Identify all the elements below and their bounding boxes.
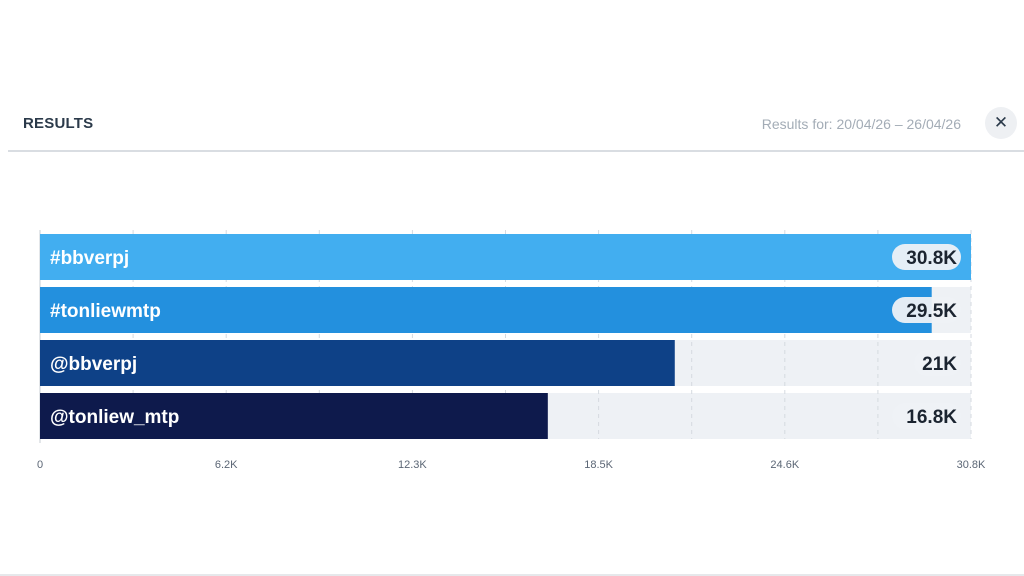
x-tick-label: 18.5K xyxy=(584,459,613,471)
bar xyxy=(40,340,675,386)
close-button[interactable]: ✕ xyxy=(985,107,1017,139)
bottom-divider xyxy=(0,574,1024,576)
bar-value-label: 21K xyxy=(922,354,957,375)
close-icon: ✕ xyxy=(993,113,1009,132)
x-tick-label: 30.8K xyxy=(957,459,986,471)
bar xyxy=(40,287,932,333)
x-tick-label: 0 xyxy=(37,459,43,471)
x-tick-label: 6.2K xyxy=(215,459,238,471)
bar-value-label: 29.5K xyxy=(906,301,957,322)
x-tick-label: 24.6K xyxy=(770,459,799,471)
bar-category-label: @bbverpj xyxy=(50,354,137,375)
results-title: RESULTS xyxy=(23,115,94,132)
bar-value-label: 16.8K xyxy=(906,407,957,428)
value-pill xyxy=(914,350,961,376)
bar xyxy=(40,393,548,439)
bar xyxy=(40,234,971,280)
date-range-text: Results for: 20/04/26 – 26/04/26 xyxy=(761,116,961,132)
bar-value-label: 30.8K xyxy=(906,248,957,269)
bar-category-label: #bbverpj xyxy=(50,248,129,269)
value-pill xyxy=(892,403,961,429)
x-tick-label: 12.3K xyxy=(398,459,427,471)
bar-category-label: #tonliewmtp xyxy=(50,301,161,322)
results-header: RESULTS Results for: 20/04/26 – 26/04/26… xyxy=(8,96,1024,152)
value-pill xyxy=(892,297,961,323)
x-axis-ticks: 0 6.2K 12.3K 18.5K 24.6K 30.8K xyxy=(37,459,986,471)
bar-category-label: @tonliew_mtp xyxy=(50,407,179,428)
bars-layer: #bbverpj 30.8K #tonliewmtp 29.5K @bbverpj 21K… xyxy=(40,234,971,439)
value-pill xyxy=(892,244,961,270)
